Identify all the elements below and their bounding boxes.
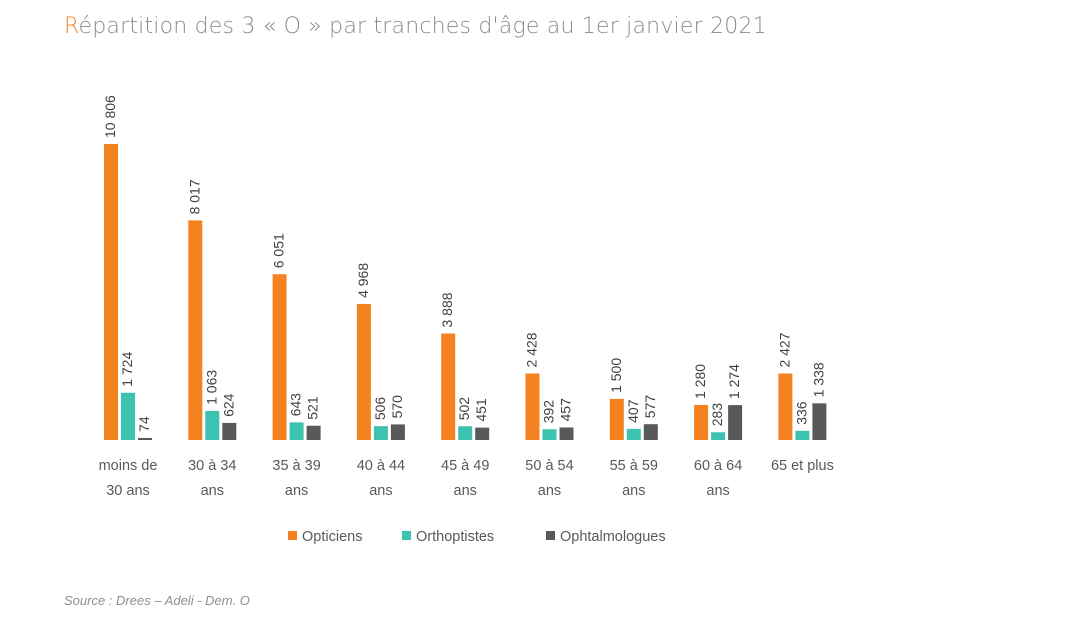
- data-label-ophtalmologues: 624: [220, 393, 236, 417]
- x-tick-label: 35 à 39: [272, 458, 320, 474]
- x-tick-label: ans: [706, 483, 729, 499]
- bar-opticiens: [609, 398, 624, 440]
- data-label-opticiens: 2 427: [776, 332, 792, 367]
- bar-opticiens: [441, 333, 456, 440]
- legend-swatch-ophtalmologues: [546, 531, 555, 540]
- bar-ophtalmologues: [390, 424, 405, 440]
- bar-ophtalmologues: [643, 424, 658, 440]
- data-label-opticiens: 1 280: [692, 364, 708, 399]
- bar-opticiens: [694, 404, 709, 440]
- bar-orthoptistes: [289, 422, 304, 440]
- bar-ophtalmologues: [728, 405, 743, 440]
- data-label-orthoptistes: 506: [372, 397, 388, 421]
- bar-orthoptistes: [373, 426, 388, 440]
- data-label-opticiens: 8 017: [186, 179, 202, 214]
- data-label-orthoptistes: 502: [456, 397, 472, 421]
- legend-swatch-orthoptistes: [402, 531, 411, 540]
- data-label-ophtalmologues: 577: [642, 395, 658, 419]
- x-tick-label: 55 à 59: [610, 458, 658, 474]
- data-label-ophtalmologues: 570: [389, 395, 405, 419]
- chart-title: Répartition des 3 « O » par tranches d'â…: [64, 14, 767, 39]
- data-label-opticiens: 1 500: [608, 358, 624, 393]
- bar-orthoptistes: [711, 432, 726, 440]
- chart-title-text: épartition des 3 « O » par tranches d'âg…: [78, 14, 767, 39]
- bar-orthoptistes: [542, 429, 557, 440]
- bar-ophtalmologues: [475, 427, 490, 440]
- x-tick-label: 30 ans: [106, 483, 150, 499]
- bar-ophtalmologues: [812, 403, 827, 440]
- data-label-opticiens: 3 888: [439, 292, 455, 327]
- bar-opticiens: [525, 373, 540, 440]
- bar-orthoptistes: [458, 426, 473, 440]
- bar-opticiens: [356, 303, 371, 440]
- data-label-ophtalmologues: 521: [305, 396, 321, 420]
- data-label-orthoptistes: 283: [709, 403, 725, 427]
- bar-orthoptistes: [205, 410, 220, 440]
- data-label-ophtalmologues: 1 338: [810, 362, 826, 397]
- data-label-ophtalmologues: 457: [558, 398, 574, 422]
- legend-label-opticiens: Opticiens: [302, 529, 362, 545]
- bar-orthoptistes: [626, 428, 641, 440]
- bar-opticiens: [778, 373, 793, 440]
- bar-opticiens: [104, 144, 118, 440]
- data-label-ophtalmologues: 451: [473, 398, 489, 422]
- data-label-orthoptistes: 336: [793, 401, 809, 425]
- x-tick-label: 60 à 64: [694, 458, 742, 474]
- bar-chart: 10 806 1 724 74 moins de 30 ans 8 017 1 063624…: [99, 95, 834, 545]
- data-label-orthoptistes: 392: [541, 400, 557, 424]
- data-label-orthoptistes: 407: [625, 399, 641, 423]
- x-tick-label: moins de: [99, 458, 158, 474]
- bar-orthoptistes: [795, 430, 810, 440]
- chart-title-initial: R: [64, 14, 79, 39]
- data-label-opticiens: 2 428: [524, 332, 540, 367]
- x-tick-label: ans: [538, 483, 561, 499]
- legend-swatch-opticiens: [288, 531, 297, 540]
- legend-label-orthoptistes: Orthoptistes: [416, 529, 494, 545]
- bar-opticiens: [272, 274, 287, 440]
- data-label-orthoptistes: 643: [288, 393, 304, 417]
- source-note: Source : Drees – Adeli - Dem. O: [64, 593, 250, 608]
- data-label-ophtalmologues: 1 274: [726, 364, 742, 399]
- x-tick-label: ans: [622, 483, 645, 499]
- x-tick-label: 45 à 49: [441, 458, 489, 474]
- bar-orthoptistes: [121, 392, 135, 440]
- x-tick-label: ans: [201, 483, 224, 499]
- data-label-ophtalmologues: 74: [136, 416, 152, 432]
- bar-ophtalmologues: [306, 425, 321, 440]
- bar-ophtalmologues: [559, 427, 574, 440]
- x-tick-label: 30 à 34: [188, 458, 236, 474]
- legend-label-ophtalmologues: Ophtalmologues: [560, 529, 666, 545]
- x-tick-label: ans: [369, 483, 392, 499]
- bar-ophtalmologues: [138, 437, 152, 440]
- x-tick-label: 65 et plus: [771, 458, 834, 474]
- data-label-orthoptistes: 1 724: [119, 352, 135, 387]
- data-label-opticiens: 10 806: [102, 95, 118, 138]
- data-label-opticiens: 4 968: [355, 263, 371, 298]
- x-tick-label: ans: [285, 483, 308, 499]
- data-label-opticiens: 6 051: [271, 233, 287, 268]
- x-tick-label: ans: [454, 483, 477, 499]
- data-label-orthoptistes: 1 063: [203, 370, 219, 405]
- x-tick-label: 50 à 54: [525, 458, 573, 474]
- bar-opticiens: [188, 220, 203, 440]
- bar-ophtalmologues: [222, 422, 237, 440]
- x-tick-label: 40 à 44: [357, 458, 405, 474]
